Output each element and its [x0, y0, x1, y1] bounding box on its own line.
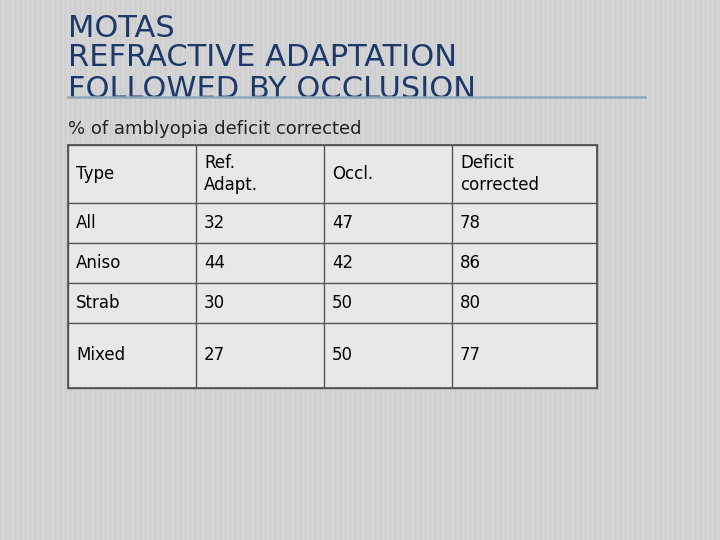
FancyBboxPatch shape — [324, 203, 452, 243]
Text: 47: 47 — [332, 214, 353, 232]
FancyBboxPatch shape — [196, 243, 324, 283]
FancyBboxPatch shape — [68, 243, 196, 283]
FancyBboxPatch shape — [324, 145, 452, 203]
Text: All: All — [76, 214, 96, 232]
Text: 77: 77 — [460, 347, 481, 364]
Text: MOTAS: MOTAS — [68, 14, 175, 43]
Text: % of amblyopia deficit corrected: % of amblyopia deficit corrected — [68, 120, 361, 138]
FancyBboxPatch shape — [324, 323, 452, 388]
Text: Occl.: Occl. — [332, 165, 373, 183]
Text: 30: 30 — [204, 294, 225, 312]
FancyBboxPatch shape — [68, 203, 196, 243]
FancyBboxPatch shape — [452, 145, 597, 203]
FancyBboxPatch shape — [196, 203, 324, 243]
Text: Type: Type — [76, 165, 114, 183]
Text: Mixed: Mixed — [76, 347, 125, 364]
Text: 86: 86 — [460, 254, 481, 272]
Text: 44: 44 — [204, 254, 225, 272]
FancyBboxPatch shape — [324, 243, 452, 283]
FancyBboxPatch shape — [452, 283, 597, 323]
Text: 50: 50 — [332, 294, 353, 312]
Text: Deficit
corrected: Deficit corrected — [460, 154, 539, 194]
Text: 80: 80 — [460, 294, 481, 312]
FancyBboxPatch shape — [68, 145, 196, 203]
Text: 50: 50 — [332, 347, 353, 364]
Text: 32: 32 — [204, 214, 225, 232]
Text: 27: 27 — [204, 347, 225, 364]
FancyBboxPatch shape — [196, 145, 324, 203]
FancyBboxPatch shape — [68, 323, 196, 388]
Text: 78: 78 — [460, 214, 481, 232]
FancyBboxPatch shape — [452, 323, 597, 388]
FancyBboxPatch shape — [68, 283, 196, 323]
FancyBboxPatch shape — [196, 323, 324, 388]
FancyBboxPatch shape — [324, 283, 452, 323]
Text: Aniso: Aniso — [76, 254, 122, 272]
Text: Strab: Strab — [76, 294, 120, 312]
FancyBboxPatch shape — [196, 283, 324, 323]
Text: FOLLOWED BY OCCLUSION: FOLLOWED BY OCCLUSION — [68, 75, 476, 104]
FancyBboxPatch shape — [452, 243, 597, 283]
Text: 42: 42 — [332, 254, 353, 272]
FancyBboxPatch shape — [452, 203, 597, 243]
Text: REFRACTIVE ADAPTATION: REFRACTIVE ADAPTATION — [68, 43, 457, 72]
Text: Ref.
Adapt.: Ref. Adapt. — [204, 154, 258, 194]
